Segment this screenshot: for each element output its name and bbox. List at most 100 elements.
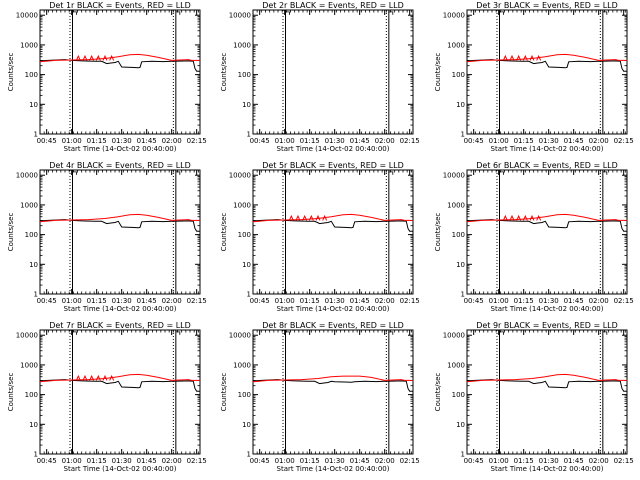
plot-frame (466, 9, 628, 135)
events-series-line (39, 59, 200, 72)
y-tick-label: 10 (456, 101, 465, 109)
x-tick-label: 01:30 (325, 137, 345, 145)
y-axis-label: Counts/sec (434, 373, 442, 412)
y-tick-label: 1000 (447, 41, 465, 49)
y-tick-label: 10 (29, 261, 38, 269)
x-tick-label: 02:00 (162, 297, 182, 305)
panel-title: Det 4r BLACK = Events, RED = LLD (49, 161, 191, 170)
y-tick-label: 100 (25, 231, 38, 239)
x-tick-label: 01:45 (350, 457, 370, 465)
lld-spike (509, 214, 515, 221)
lld-spike (516, 54, 522, 61)
lld-spike (109, 374, 115, 381)
y-tick-label: 100 (238, 231, 251, 239)
bracket-mark (602, 331, 608, 335)
x-tick-label: 01:00 (62, 457, 82, 465)
x-tick-label: 02:15 (187, 137, 207, 145)
y-tick-label: 10000 (443, 12, 465, 20)
y-tick-label: 10000 (16, 12, 38, 20)
x-tick-label: 02:00 (589, 137, 609, 145)
bracket-mark (499, 11, 504, 15)
x-tick-label: 01:00 (489, 137, 509, 145)
x-axis-label: Start Time (14-Oct-02 00:40:00) (277, 465, 390, 473)
x-tick-label: 01:45 (137, 297, 157, 305)
plot-frame (39, 169, 201, 295)
lld-spike (536, 214, 542, 221)
plot-frame (39, 329, 201, 455)
x-tick-label: 01:45 (137, 137, 157, 145)
panel-title: Det 2r BLACK = Events, RED = LLD (262, 1, 404, 10)
y-tick-label: 100 (452, 231, 465, 239)
x-tick-label: 02:15 (614, 297, 634, 305)
y-tick-label: 10 (29, 101, 38, 109)
x-tick-label: 02:00 (589, 297, 609, 305)
x-tick-label: 01:00 (275, 137, 295, 145)
bracket-mark (285, 171, 290, 175)
y-axis-label: Counts/sec (220, 373, 228, 412)
lld-spike (529, 54, 535, 61)
bracket-mark (72, 331, 77, 335)
x-axis-label: Start Time (14-Oct-02 00:40:00) (491, 145, 604, 153)
y-tick-label: 1 (247, 451, 251, 459)
y-tick-label: 1000 (20, 201, 38, 209)
bracket-mark (499, 171, 504, 175)
x-tick-label: 01:00 (275, 457, 295, 465)
y-axis-label: Counts/sec (434, 213, 442, 252)
x-tick-label: 02:15 (187, 297, 207, 305)
y-axis-label: Counts/sec (7, 213, 15, 252)
y-tick-label: 100 (238, 71, 251, 79)
y-tick-label: 10 (456, 261, 465, 269)
lld-spike (82, 374, 88, 381)
x-tick-label: 02:15 (614, 457, 634, 465)
plot-frame (466, 329, 628, 455)
x-axis-label: Start Time (14-Oct-02 00:40:00) (491, 305, 604, 313)
events-series-line (39, 219, 200, 232)
x-tick-label: 01:45 (350, 137, 370, 145)
plot-frame (252, 169, 414, 295)
events-series-line (39, 379, 200, 392)
detector-panel: Det 9r BLACK = Events, RED = LLD 1 10 100 10… (434, 321, 634, 473)
x-tick-label: 01:30 (325, 297, 345, 305)
y-tick-label: 1000 (20, 361, 38, 369)
panel-title: Det 9r BLACK = Events, RED = LLD (476, 321, 618, 330)
lld-spike (102, 374, 108, 381)
x-tick-label: 01:00 (62, 297, 82, 305)
detector-panel: Det 3r BLACK = Events, RED = LLD 1 10 100 10… (434, 1, 634, 153)
x-tick-label: 02:00 (375, 457, 395, 465)
events-series-line (252, 379, 413, 392)
detector-panel: Det 5r BLACK = Events, RED = LLD 1 10 100 10… (220, 161, 420, 313)
plot-frame (252, 9, 414, 135)
x-tick-label: 01:30 (112, 137, 132, 145)
y-tick-label: 10 (456, 421, 465, 429)
events-series-line (466, 379, 627, 392)
x-tick-label: 02:15 (400, 137, 420, 145)
y-tick-label: 10000 (443, 332, 465, 340)
lld-spike (295, 214, 301, 221)
detector-panel: Det 8r BLACK = Events, RED = LLD 1 10 100 10… (220, 321, 420, 473)
bracket-mark (175, 11, 181, 15)
x-tick-label: 01:15 (300, 137, 320, 145)
lld-spike (509, 54, 515, 61)
lld-spike (522, 214, 528, 221)
y-axis-label: Counts/sec (220, 213, 228, 252)
detector-panel: Det 2r BLACK = Events, RED = LLD 1 10 100 10… (220, 1, 420, 153)
lld-spike (95, 374, 101, 381)
y-tick-label: 100 (452, 71, 465, 79)
y-tick-label: 10000 (229, 12, 251, 20)
x-tick-label: 02:15 (400, 297, 420, 305)
y-axis-label: Counts/sec (7, 53, 15, 92)
panel-title: Det 7r BLACK = Events, RED = LLD (49, 321, 191, 330)
y-tick-label: 1000 (447, 201, 465, 209)
x-tick-label: 01:15 (87, 457, 107, 465)
panel-title: Det 1r BLACK = Events, RED = LLD (49, 1, 191, 10)
x-tick-label: 00:45 (37, 297, 57, 305)
x-axis-label: Start Time (14-Oct-02 00:40:00) (64, 305, 177, 313)
x-tick-label: 01:00 (275, 297, 295, 305)
x-tick-label: 02:15 (400, 457, 420, 465)
x-tick-label: 01:00 (489, 457, 509, 465)
x-tick-label: 01:45 (564, 137, 584, 145)
detector-panel: Det 1r BLACK = Events, RED = LLD 1 10 100 10… (7, 1, 207, 153)
lld-spike (95, 54, 101, 61)
x-tick-label: 01:15 (514, 457, 534, 465)
events-series-line (466, 59, 627, 72)
